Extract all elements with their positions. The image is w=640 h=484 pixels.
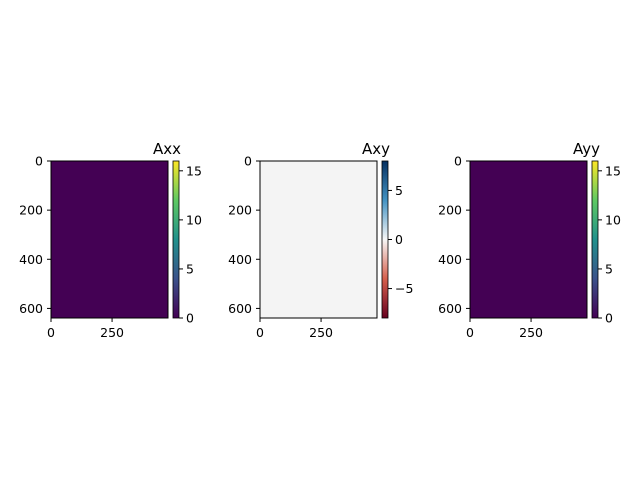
y-tick-label: 600 [228,301,252,316]
colorbar-tick-label: 0 [186,311,194,326]
y-tick-label: 200 [438,203,462,218]
colorbar-tick-label: 5 [605,261,613,276]
heatmap-image [51,161,168,318]
colorbar-tick-label: 10 [186,212,202,227]
heatmap-image [260,161,377,318]
colorbar-gradient [592,161,598,318]
colorbar-tick-label: 10 [605,212,621,227]
colorbar-tick-label: 15 [186,163,202,178]
axes-frame [259,160,378,319]
colorbar-tick-label: 5 [395,183,403,198]
x-tick-label: 0 [47,325,55,340]
colorbar-tick-label: 15 [605,163,621,178]
y-tick-label: 400 [228,252,252,267]
y-tick-label: 0 [35,154,43,169]
x-tick-label: 250 [309,325,333,340]
panel-ayy: Ayy 0 200 400 600 0 250 0 5 10 15 [438,140,621,340]
colorbar-tick-label: −5 [395,281,413,296]
x-tick-label: 250 [519,325,543,340]
panel-title: Ayy [573,140,600,158]
y-tick-label: 400 [19,252,43,267]
colorbar-tick-label: 5 [186,261,194,276]
colorbar-frame [591,160,599,319]
axes-frame [469,160,588,319]
y-tick-label: 0 [454,154,462,169]
colorbar-gradient [382,161,388,318]
colorbar-gradient [173,161,179,318]
y-tick-label: 600 [19,301,43,316]
colorbar-tick-label: 0 [605,311,613,326]
panel-axx: Axx 0 200 400 600 0 250 0 5 10 15 [19,140,202,340]
y-tick-label: 200 [228,203,252,218]
heatmap-image [470,161,587,318]
colorbar-tick-label: 0 [395,232,403,247]
x-tick-label: 0 [256,325,264,340]
axes-frame [50,160,169,319]
y-tick-label: 200 [19,203,43,218]
panel-axy: Axy 0 200 400 600 0 250 −5 0 5 [228,140,413,340]
panel-title: Axx [153,140,181,158]
y-tick-label: 0 [244,154,252,169]
x-tick-label: 0 [466,325,474,340]
y-tick-label: 400 [438,252,462,267]
y-tick-label: 600 [438,301,462,316]
colorbar-frame [172,160,180,319]
panel-title: Axy [362,140,390,158]
x-tick-label: 250 [100,325,124,340]
